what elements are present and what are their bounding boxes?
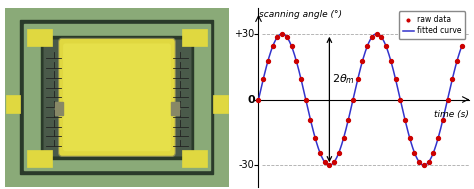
raw data: [453, 59, 461, 62]
Bar: [156, 40, 190, 155]
Text: +30: +30: [235, 29, 255, 39]
Bar: [6, 95, 20, 113]
raw data: [434, 137, 442, 140]
raw data: [397, 98, 404, 101]
Bar: [44, 40, 78, 155]
raw data: [354, 78, 362, 81]
fitted curve: [431, 150, 437, 152]
raw data: [321, 160, 328, 163]
fitted curve: [459, 45, 465, 47]
raw data: [378, 36, 385, 39]
raw data: [439, 118, 447, 121]
Text: scanning angle (°): scanning angle (°): [259, 10, 342, 19]
raw data: [364, 45, 371, 48]
Bar: [182, 29, 207, 46]
fitted curve: [386, 52, 392, 54]
raw data: [311, 137, 319, 140]
raw data: [359, 59, 366, 62]
raw data: [335, 151, 343, 154]
raw data: [302, 98, 310, 101]
Text: $2\theta_m$: $2\theta_m$: [332, 72, 355, 86]
raw data: [444, 98, 451, 101]
Bar: [44, 40, 190, 155]
Bar: [24, 24, 210, 170]
raw data: [406, 137, 413, 140]
fitted curve: [268, 50, 274, 52]
raw data: [349, 98, 357, 101]
fitted curve: [327, 164, 332, 166]
raw data: [278, 32, 286, 35]
raw data: [448, 78, 456, 81]
raw data: [392, 78, 400, 81]
Line: fitted curve: fitted curve: [258, 34, 462, 165]
raw data: [420, 164, 428, 167]
fitted curve: [279, 33, 285, 35]
Legend: raw data, fitted curve: raw data, fitted curve: [399, 11, 465, 39]
raw data: [273, 36, 281, 39]
raw data: [307, 118, 314, 121]
raw data: [373, 32, 381, 35]
fitted curve: [380, 37, 385, 40]
raw data: [283, 36, 291, 39]
Text: time (s): time (s): [434, 111, 468, 119]
raw data: [401, 118, 409, 121]
raw data: [410, 151, 418, 154]
Text: 0: 0: [247, 94, 255, 105]
fitted curve: [374, 33, 380, 35]
raw data: [326, 164, 333, 167]
raw data: [255, 98, 262, 101]
Bar: [27, 150, 52, 167]
Text: -30: -30: [239, 160, 255, 170]
raw data: [429, 151, 437, 154]
FancyBboxPatch shape: [63, 43, 171, 151]
raw data: [330, 160, 338, 163]
Bar: [171, 102, 179, 115]
raw data: [316, 151, 324, 154]
Bar: [213, 95, 228, 113]
raw data: [288, 45, 295, 48]
raw data: [345, 118, 352, 121]
Bar: [41, 36, 193, 159]
raw data: [269, 45, 276, 48]
FancyBboxPatch shape: [59, 38, 175, 156]
raw data: [297, 78, 305, 81]
raw data: [415, 160, 423, 163]
Bar: [27, 29, 52, 46]
Bar: [55, 102, 63, 115]
raw data: [340, 137, 347, 140]
raw data: [387, 59, 395, 62]
raw data: [458, 45, 465, 48]
raw data: [425, 160, 432, 163]
Bar: [182, 150, 207, 167]
raw data: [383, 45, 390, 48]
Bar: [20, 20, 213, 174]
raw data: [368, 36, 376, 39]
raw data: [264, 59, 272, 62]
raw data: [259, 78, 267, 81]
raw data: [292, 59, 300, 62]
fitted curve: [255, 98, 261, 101]
fitted curve: [410, 148, 416, 150]
